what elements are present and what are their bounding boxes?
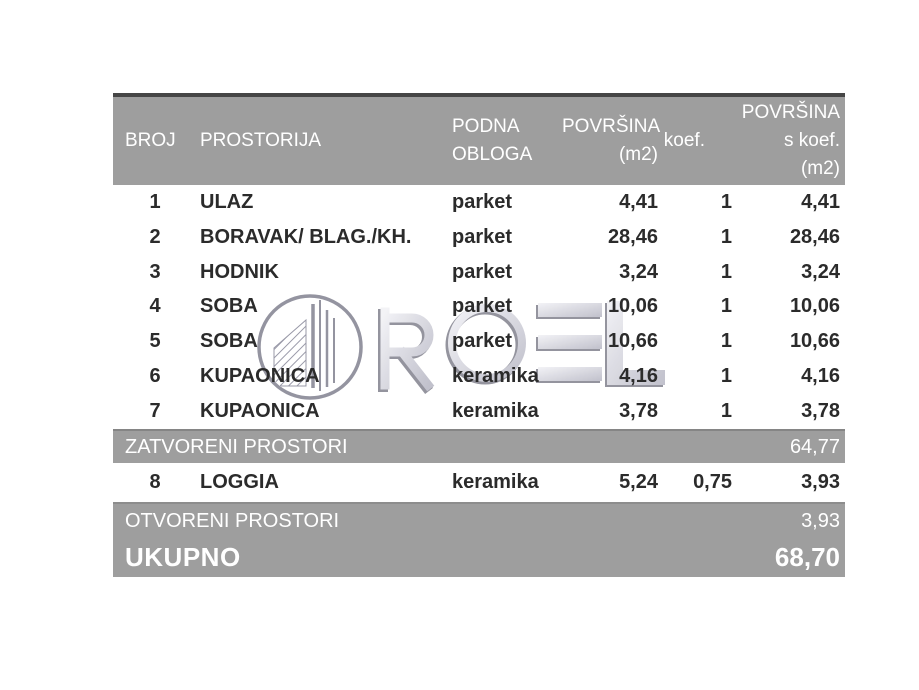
cell-podna: parket: [452, 330, 513, 353]
table-row: 4 SOBA parket 10,06 1 10,06: [113, 290, 845, 325]
cell-broj: 1: [149, 190, 161, 213]
cell-broj: 4: [149, 295, 161, 318]
table-body: 1 ULAZ parket 4,41 1 4,41 2 BORAVAK/ BLA…: [113, 185, 845, 429]
table-footer: OTVORENI PROSTORI 3,93 UKUPNO 68,70: [113, 502, 845, 577]
summary-zatvoreni-value: 64,77: [789, 435, 840, 458]
total-row: UKUPNO 68,70: [113, 538, 845, 577]
cell-prostorija: HODNIK: [200, 260, 279, 283]
cell-podna: keramika: [452, 365, 539, 388]
roel-logo-watermark: [257, 294, 665, 400]
header-podna-line2: OBLOGA: [452, 144, 533, 165]
header-cell-povrsina: POVRŠINA (m2): [562, 113, 661, 169]
cell-broj: 6: [149, 365, 161, 388]
cell-koef: 1: [720, 399, 732, 422]
total-label: UKUPNO: [125, 542, 241, 572]
logo-letter-o: [445, 304, 526, 385]
cell-skoef: 3,78: [801, 399, 840, 422]
cell-skoef: 3,93: [801, 471, 840, 493]
logo-letter-l: [605, 301, 665, 387]
header-cell-podna-obloga: PODNA OBLOGA: [452, 113, 562, 169]
table-header-row: BROJ PROSTORIJA PODNA OBLOGA POVRŠINA (m…: [113, 97, 845, 185]
header-skoef-line3: (m2): [800, 158, 840, 179]
header-cell-koef: koef.: [663, 130, 705, 151]
area-table: BROJ PROSTORIJA PODNA OBLOGA POVRŠINA (m…: [113, 93, 845, 577]
header-cell-broj: BROJ: [125, 130, 176, 151]
cell-povrsina: 28,46: [607, 225, 658, 248]
table-row: 1 ULAZ parket 4,41 1 4,41: [113, 185, 845, 220]
cell-skoef: 28,46: [789, 225, 840, 248]
cell-koef: 0,75: [693, 471, 732, 493]
cell-koef: 1: [720, 260, 732, 283]
cell-prostorija: BORAVAK/ BLAG./KH.: [200, 225, 412, 248]
cell-skoef: 4,16: [801, 365, 840, 388]
table-row: 7 KUPAONICA keramika 3,78 1 3,78: [113, 394, 845, 429]
header-podna-line1: PODNA: [452, 116, 520, 137]
cell-prostorija: SOBA: [200, 330, 258, 353]
cell-povrsina: 3,78: [619, 399, 658, 422]
cell-povrsina: 5,24: [619, 471, 658, 493]
table-row: 5 SOBA parket 10,66 1 10,66: [113, 324, 845, 359]
building-icon: [273, 300, 335, 391]
table-row: 6 KUPAONICA keramika 4,16 1 4,16: [113, 359, 845, 394]
header-cell-povrsina-s-koef: POVRŠINA s koef. (m2): [732, 99, 840, 183]
total-value: 68,70: [774, 542, 840, 572]
table-top-border: [113, 93, 845, 97]
cell-povrsina: 4,41: [619, 190, 658, 213]
logo-letter-r: [378, 307, 435, 395]
logo-circle: [257, 294, 363, 400]
table-row: 2 BORAVAK/ BLAG./KH. parket 28,46 1 28,4…: [113, 220, 845, 255]
cell-povrsina: 4,16: [619, 365, 658, 388]
header-povrsina-line1: POVRŠINA: [562, 116, 661, 137]
cell-koef: 1: [720, 225, 732, 248]
cell-podna: parket: [452, 225, 513, 248]
table-row: 3 HODNIK parket 3,24 1 3,24: [113, 255, 845, 290]
cell-broj: 8: [149, 471, 161, 493]
cell-broj: 3: [149, 260, 161, 283]
cell-skoef: 4,41: [801, 190, 840, 213]
cell-podna: keramika: [452, 399, 539, 422]
cell-podna: parket: [452, 295, 513, 318]
summary-otvoreni-label: OTVORENI PROSTORI: [125, 509, 340, 532]
header-povrsina-line2: (m2): [618, 144, 658, 165]
cell-prostorija: SOBA: [200, 295, 258, 318]
cell-prostorija: ULAZ: [200, 190, 254, 213]
cell-povrsina: 3,24: [619, 260, 658, 283]
cell-povrsina: 10,66: [607, 330, 658, 353]
summary-row-zatvoreni: ZATVORENI PROSTORI 64,77: [113, 429, 845, 463]
logo-letter-e: [536, 303, 602, 383]
cell-skoef: 3,24: [801, 260, 840, 283]
cell-prostorija: KUPAONICA: [200, 365, 320, 388]
cell-koef: 1: [720, 330, 732, 353]
cell-prostorija: LOGGIA: [200, 471, 279, 493]
cell-podna: parket: [452, 190, 513, 213]
cell-povrsina: 10,06: [607, 295, 658, 318]
header-skoef-line1: POVRŠINA: [741, 102, 840, 123]
summary-row-otvoreni: OTVORENI PROSTORI 3,93: [113, 504, 845, 538]
header-cell-prostorija: PROSTORIJA: [200, 130, 322, 151]
cell-koef: 1: [720, 295, 732, 318]
cell-broj: 2: [149, 225, 161, 248]
cell-koef: 1: [720, 365, 732, 388]
cell-skoef: 10,66: [789, 330, 840, 353]
cell-podna: keramika: [452, 471, 539, 493]
cell-broj: 7: [149, 399, 161, 422]
cell-prostorija: KUPAONICA: [200, 399, 320, 422]
table-row-loggia: 8 LOGGIA keramika 5,24 0,75 3,93: [113, 463, 845, 502]
cell-broj: 5: [149, 330, 161, 353]
cell-skoef: 10,06: [789, 295, 840, 318]
summary-zatvoreni-label: ZATVORENI PROSTORI: [125, 435, 348, 458]
cell-podna: parket: [452, 260, 513, 283]
cell-koef: 1: [720, 190, 732, 213]
summary-otvoreni-value: 3,93: [801, 509, 840, 532]
header-skoef-line2: s koef.: [784, 130, 840, 151]
